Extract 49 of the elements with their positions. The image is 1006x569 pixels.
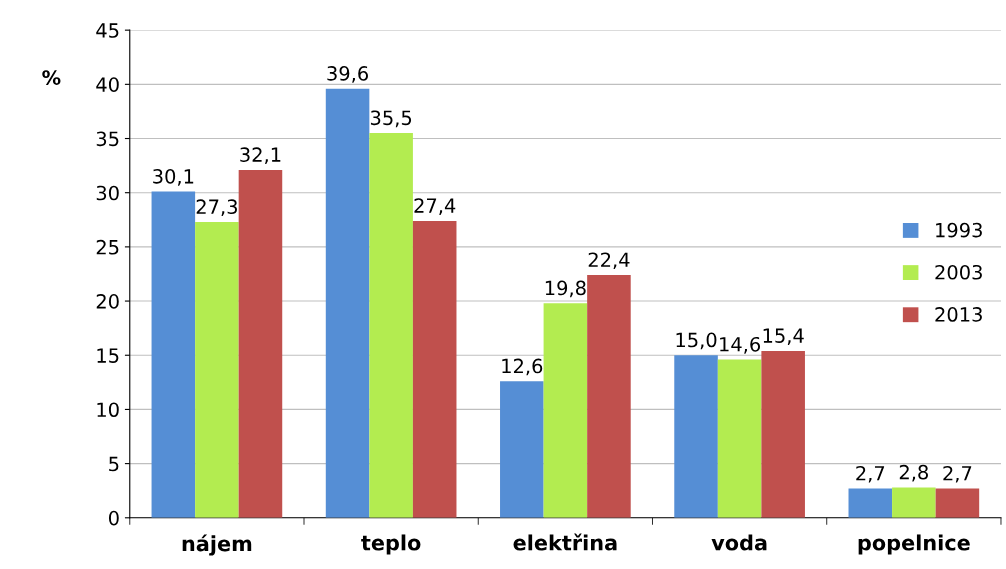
- data-label: 15,4: [763, 328, 804, 345]
- x-tick-label: popelnice: [858, 534, 970, 555]
- bar: [674, 355, 718, 518]
- legend-label: 1993: [936, 222, 982, 238]
- data-label: 2,7: [943, 465, 972, 483]
- bar: [543, 303, 588, 518]
- legend-label: 2003: [935, 264, 982, 280]
- bar: [369, 133, 413, 518]
- bar: [325, 88, 370, 518]
- data-label: 2,7: [856, 465, 885, 483]
- y-tick-label: 25: [96, 239, 119, 255]
- data-label: 27,4: [414, 198, 456, 215]
- y-tick-label: 40: [96, 77, 119, 92]
- data-label: 22,4: [588, 252, 630, 270]
- y-tick-label: 0: [108, 510, 119, 526]
- bar: [717, 359, 762, 518]
- bar: [935, 488, 980, 518]
- y-tick-label: 45: [96, 23, 119, 38]
- bar: [238, 169, 283, 518]
- data-label: 14,6: [720, 336, 761, 354]
- data-label: 15,0: [676, 332, 717, 350]
- y-tick-label: 10: [97, 402, 119, 418]
- x-tick-label: nájem: [182, 534, 252, 556]
- x-tick-label: teplo: [361, 534, 421, 555]
- legend-label: 2013: [935, 307, 982, 322]
- bar: [761, 350, 805, 518]
- data-label: 30,1: [153, 168, 194, 186]
- y-axis-title: %: [42, 70, 61, 85]
- data-label: 32,1: [240, 147, 281, 164]
- y-tick-label: 35: [96, 131, 119, 147]
- bar: [500, 381, 544, 518]
- y-tick-label: 20: [96, 294, 119, 309]
- bar: [587, 275, 631, 518]
- y-tick-label: 5: [109, 456, 119, 472]
- data-label: 27,3: [196, 199, 237, 217]
- y-tick-label: 15: [97, 348, 119, 363]
- bar: [848, 488, 893, 518]
- bar: [412, 220, 457, 518]
- bar: [195, 221, 239, 518]
- data-label: 12,6: [502, 358, 543, 376]
- bar: [151, 191, 196, 518]
- x-tick-label: voda: [711, 534, 767, 551]
- data-label: 19,8: [545, 280, 586, 298]
- data-label: 2,8: [899, 464, 928, 482]
- data-label: 39,6: [327, 66, 368, 83]
- x-tick-label: elektřina: [513, 533, 617, 551]
- y-tick-label: 30: [96, 185, 119, 201]
- data-label: 35,5: [370, 110, 412, 128]
- bar: [892, 487, 936, 518]
